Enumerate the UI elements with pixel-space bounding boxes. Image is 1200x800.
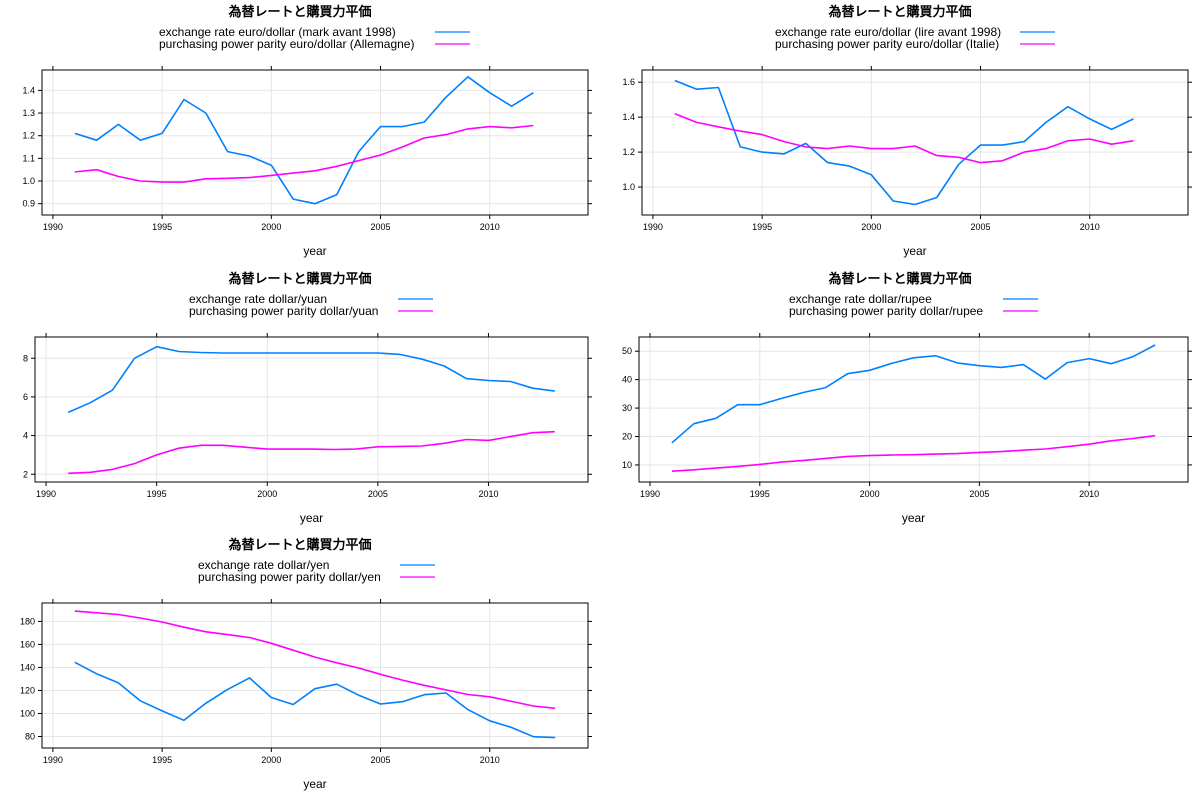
chart-title: 為替レートと購買力平価: [228, 537, 371, 553]
y-tick-label: 1.4: [622, 112, 635, 122]
y-tick-label: 1.4: [22, 85, 35, 95]
series-line-exchange-rate: [674, 79, 1134, 206]
x-tick-label: 1995: [152, 222, 172, 232]
x-tick-label: 2000: [860, 489, 880, 499]
x-tick-label: 2005: [371, 755, 391, 765]
y-tick-label: 80: [25, 731, 35, 741]
y-tick-label: 50: [622, 346, 632, 356]
legend-label: exchange rate dollar/yen: [198, 558, 329, 572]
y-tick-label: 40: [622, 375, 632, 385]
plot-frame: [41, 69, 589, 216]
series-line-exchange-rate: [671, 344, 1156, 444]
y-tick-label: 30: [622, 403, 632, 413]
chart-title: 為替レートと購買力平価: [228, 4, 371, 20]
plot-frame: [638, 336, 1189, 483]
chart-title: 為替レートと購買力平価: [828, 4, 971, 20]
series-line-exchange-rate: [74, 76, 534, 205]
legend-label: exchange rate euro/dollar (lire avant 19…: [775, 25, 1001, 39]
x-tick-label: 1990: [643, 222, 663, 232]
y-tick-label: 2: [23, 469, 28, 479]
x-axis-label: year: [902, 511, 925, 525]
y-tick-label: 0.9: [22, 199, 35, 209]
y-tick-label: 4: [23, 431, 28, 441]
x-tick-label: 2010: [1080, 222, 1100, 232]
y-tick-label: 160: [20, 639, 35, 649]
x-tick-label: 1995: [147, 489, 167, 499]
y-tick-label: 180: [20, 616, 35, 626]
chart-panel-2: 為替レートと購買力平価 exchange rate euro/dollar (li…: [622, 4, 1192, 258]
y-tick-label: 10: [622, 460, 632, 470]
x-tick-label: 2010: [1079, 489, 1099, 499]
legend-label: exchange rate dollar/yuan: [189, 292, 327, 306]
chart-title: 為替レートと購買力平価: [828, 271, 971, 287]
y-tick-label: 140: [20, 662, 35, 672]
series-line-ppp: [671, 434, 1156, 472]
x-tick-label: 1995: [750, 489, 770, 499]
x-axis-label: year: [903, 244, 926, 258]
x-tick-label: 2000: [261, 755, 281, 765]
x-tick-label: 2005: [971, 222, 991, 232]
y-tick-label: 1.0: [622, 182, 635, 192]
legend-label: purchasing power parity dollar/yen: [198, 570, 381, 584]
chart-panel-4: 為替レートと購買力平価 exchange rate dollar/rupeepur…: [622, 271, 1192, 525]
x-tick-label: 2005: [368, 489, 388, 499]
plot-frame: [41, 602, 589, 749]
y-tick-label: 6: [23, 392, 28, 402]
legend-label: purchasing power parity euro/dollar (All…: [159, 37, 414, 51]
y-tick-label: 1.2: [22, 131, 35, 141]
y-tick-label: 1.2: [622, 147, 635, 157]
x-tick-label: 2010: [480, 222, 500, 232]
series-line-ppp: [68, 430, 555, 475]
series-line-ppp: [74, 610, 556, 710]
x-tick-label: 2005: [371, 222, 391, 232]
x-tick-label: 1995: [152, 755, 172, 765]
chart-panel-5: 為替レートと購買力平価 exchange rate dollar/yenpurch…: [20, 537, 592, 791]
legend-label: exchange rate euro/dollar (mark avant 19…: [159, 25, 396, 39]
chart-panel-3: 為替レートと購買力平価 exchange rate dollar/yuanpurc…: [23, 271, 592, 525]
y-tick-label: 1.0: [22, 176, 35, 186]
legend-label: exchange rate dollar/rupee: [789, 292, 932, 306]
legend-label: purchasing power parity dollar/rupee: [789, 304, 983, 318]
x-tick-label: 2010: [480, 755, 500, 765]
chart-title: 為替レートと購買力平価: [228, 271, 371, 287]
x-tick-label: 1990: [43, 755, 63, 765]
y-tick-label: 1.1: [22, 153, 35, 163]
x-axis-label: year: [300, 511, 323, 525]
x-axis-label: year: [303, 777, 326, 791]
y-tick-label: 100: [20, 708, 35, 718]
x-tick-label: 1990: [36, 489, 56, 499]
x-tick-label: 2000: [861, 222, 881, 232]
x-tick-label: 1990: [640, 489, 660, 499]
series-line-ppp: [674, 112, 1134, 164]
series-line-ppp: [74, 124, 534, 183]
series-line-exchange-rate: [67, 345, 555, 414]
plot-frame: [641, 69, 1189, 216]
series-line-exchange-rate: [74, 661, 556, 739]
x-tick-label: 1990: [43, 222, 63, 232]
plot-frame: [34, 336, 589, 483]
y-tick-label: 120: [20, 685, 35, 695]
x-tick-label: 2000: [261, 222, 281, 232]
x-tick-label: 1995: [752, 222, 772, 232]
y-tick-label: 1.6: [622, 77, 635, 87]
x-tick-label: 2005: [969, 489, 989, 499]
legend-label: purchasing power parity dollar/yuan: [189, 304, 378, 318]
y-tick-label: 8: [23, 353, 28, 363]
legend-label: purchasing power parity euro/dollar (Ita…: [775, 37, 999, 51]
y-tick-label: 1.3: [22, 108, 35, 118]
chart-panel-1: 為替レートと購買力平価 exchange rate euro/dollar (ma…: [22, 4, 592, 258]
x-tick-label: 2000: [257, 489, 277, 499]
y-tick-label: 20: [622, 432, 632, 442]
x-axis-label: year: [303, 244, 326, 258]
x-tick-label: 2010: [478, 489, 498, 499]
